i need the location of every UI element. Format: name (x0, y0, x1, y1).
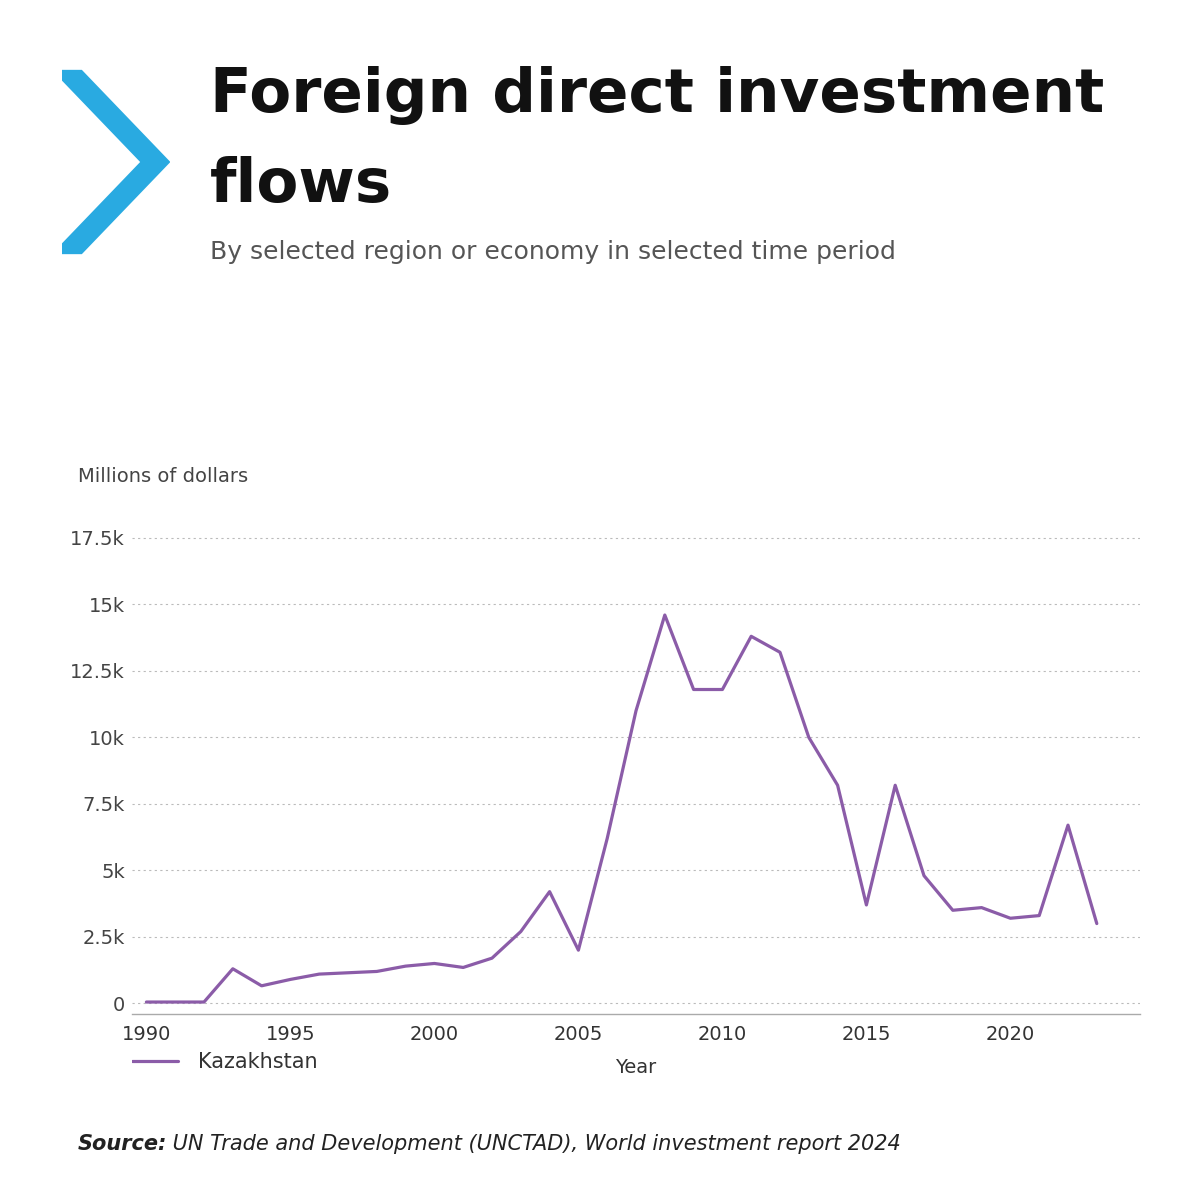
Text: By selected region or economy in selected time period: By selected region or economy in selecte… (210, 240, 896, 264)
Polygon shape (52, 70, 170, 254)
Text: UN Trade and Development (UNCTAD), World investment report 2024: UN Trade and Development (UNCTAD), World… (166, 1134, 900, 1154)
X-axis label: Year: Year (616, 1058, 656, 1078)
Text: Source:: Source: (78, 1134, 167, 1154)
Text: Kazakhstan: Kazakhstan (198, 1052, 318, 1072)
Text: Foreign direct investment: Foreign direct investment (210, 66, 1104, 125)
Text: flows: flows (210, 156, 392, 215)
Text: Millions of dollars: Millions of dollars (78, 467, 248, 486)
Text: ─: ─ (132, 1052, 144, 1072)
